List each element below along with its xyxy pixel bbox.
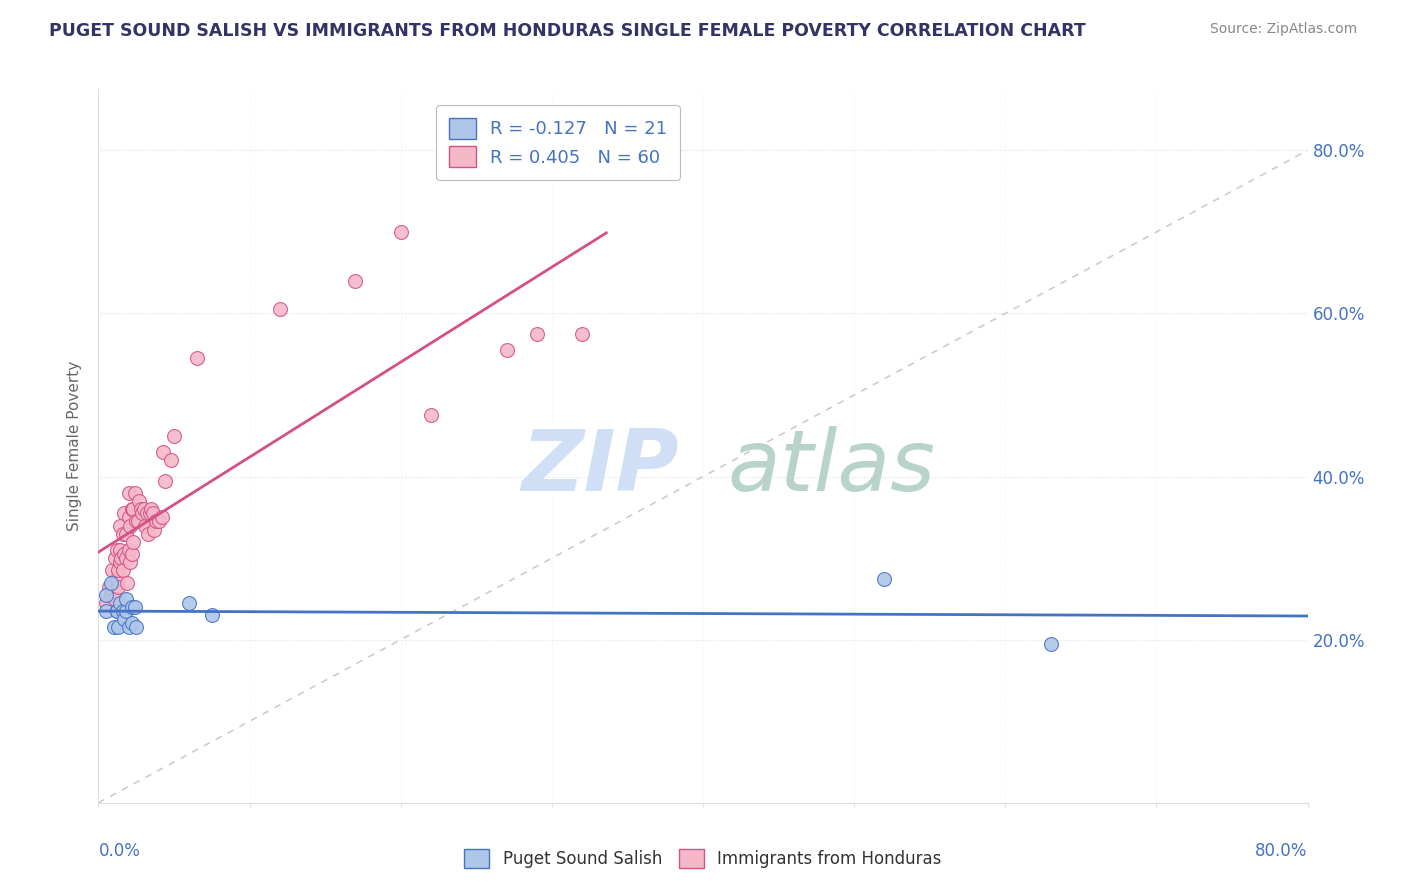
Point	[120, 518, 142, 533]
Point	[160, 453, 183, 467]
Point	[114, 604, 136, 618]
Point	[104, 551, 127, 566]
Point	[125, 620, 148, 634]
Point	[121, 616, 143, 631]
Point	[127, 515, 149, 529]
Point	[118, 543, 141, 558]
Point	[152, 445, 174, 459]
Point	[112, 506, 135, 520]
Point	[143, 523, 166, 537]
Point	[114, 526, 136, 541]
Point	[118, 620, 141, 634]
Point	[111, 604, 134, 618]
Point	[153, 474, 176, 488]
Point	[148, 515, 170, 529]
Point	[122, 502, 145, 516]
Point	[269, 302, 291, 317]
Point	[108, 596, 131, 610]
Point	[101, 563, 124, 577]
Point	[107, 580, 129, 594]
Point	[108, 543, 131, 558]
Point	[129, 502, 152, 516]
Point	[128, 494, 150, 508]
Point	[103, 583, 125, 598]
Point	[344, 274, 367, 288]
Point	[124, 600, 146, 615]
Text: atlas: atlas	[727, 425, 935, 509]
Point	[139, 506, 162, 520]
Text: ZIP: ZIP	[522, 425, 679, 509]
Point	[526, 326, 548, 341]
Point	[873, 572, 896, 586]
Point	[118, 486, 141, 500]
Legend: Puget Sound Salish, Immigrants from Honduras: Puget Sound Salish, Immigrants from Hond…	[456, 840, 950, 877]
Point	[186, 351, 208, 366]
Point	[112, 612, 135, 626]
Point	[201, 608, 224, 623]
Point	[163, 429, 186, 443]
Point	[132, 502, 155, 516]
Point	[114, 591, 136, 606]
Point	[136, 526, 159, 541]
Point	[124, 486, 146, 500]
Point	[112, 547, 135, 561]
Point	[134, 518, 156, 533]
Point	[118, 510, 141, 524]
Point	[131, 506, 153, 520]
Point	[495, 343, 517, 358]
Point	[150, 510, 173, 524]
Point	[389, 225, 412, 239]
Text: 80.0%: 80.0%	[1256, 842, 1308, 860]
Point	[120, 555, 142, 569]
Point	[100, 575, 122, 590]
Point	[108, 518, 131, 533]
Point	[121, 600, 143, 615]
Point	[105, 543, 128, 558]
Point	[107, 563, 129, 577]
Point	[94, 596, 117, 610]
Text: PUGET SOUND SALISH VS IMMIGRANTS FROM HONDURAS SINGLE FEMALE POVERTY CORRELATION: PUGET SOUND SALISH VS IMMIGRANTS FROM HO…	[49, 22, 1085, 40]
Point	[145, 515, 167, 529]
Point	[111, 563, 134, 577]
Point	[121, 502, 143, 516]
Legend: R = -0.127   N = 21, R = 0.405   N = 60: R = -0.127 N = 21, R = 0.405 N = 60	[436, 105, 681, 179]
Point	[110, 551, 132, 566]
Point	[125, 515, 148, 529]
Point	[105, 604, 128, 618]
Point	[98, 580, 121, 594]
Point	[420, 409, 443, 423]
Text: 0.0%: 0.0%	[98, 842, 141, 860]
Point	[107, 620, 129, 634]
Point	[103, 620, 125, 634]
Text: Source: ZipAtlas.com: Source: ZipAtlas.com	[1209, 22, 1357, 37]
Point	[122, 534, 145, 549]
Point	[100, 588, 122, 602]
Point	[141, 502, 163, 516]
Point	[571, 326, 593, 341]
Point	[1039, 637, 1062, 651]
Point	[104, 591, 127, 606]
Y-axis label: Single Female Poverty: Single Female Poverty	[67, 361, 83, 531]
Point	[108, 555, 131, 569]
Point	[121, 547, 143, 561]
Point	[111, 526, 134, 541]
Point	[115, 575, 138, 590]
Point	[105, 604, 128, 618]
Point	[105, 572, 128, 586]
Point	[94, 604, 117, 618]
Point	[179, 596, 201, 610]
Point	[135, 506, 157, 520]
Point	[114, 551, 136, 566]
Point	[142, 506, 165, 520]
Point	[94, 588, 117, 602]
